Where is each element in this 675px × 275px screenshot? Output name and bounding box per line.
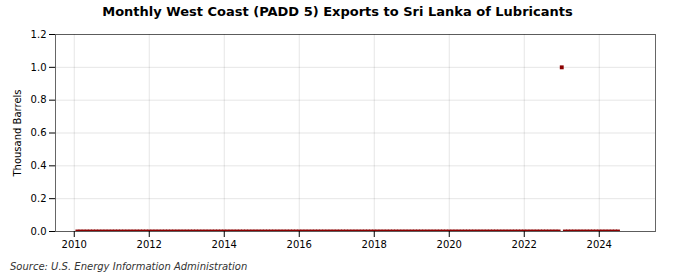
svg-text:2018: 2018 (362, 239, 387, 250)
svg-text:2022: 2022 (512, 239, 537, 250)
svg-text:0.4: 0.4 (31, 160, 47, 171)
html-text:Source: U.S. Energy Informatio: Source: U.S. Energy Information Administ… (10, 261, 248, 272)
html-text:Monthly West Coast (PADD 5) Ex: Monthly West Coast (PADD 5) Exports to S… (102, 4, 573, 19)
svg-text:2014: 2014 (212, 239, 237, 250)
svg-text:Thousand Barrels: Thousand Barrels (12, 89, 23, 177)
svg-text:2012: 2012 (137, 239, 162, 250)
svg-text:1.0: 1.0 (31, 62, 47, 73)
svg-text:2016: 2016 (287, 239, 312, 250)
svg-text:0.8: 0.8 (31, 94, 47, 105)
svg-text:1.2: 1.2 (31, 29, 47, 40)
svg-text:0.0: 0.0 (31, 226, 47, 237)
svg-text:2020: 2020 (437, 239, 462, 250)
svg-text:0.6: 0.6 (31, 127, 47, 138)
svg-text:0.2: 0.2 (31, 193, 47, 204)
svg-text:2024: 2024 (587, 239, 612, 250)
svg-text:2010: 2010 (62, 239, 87, 250)
